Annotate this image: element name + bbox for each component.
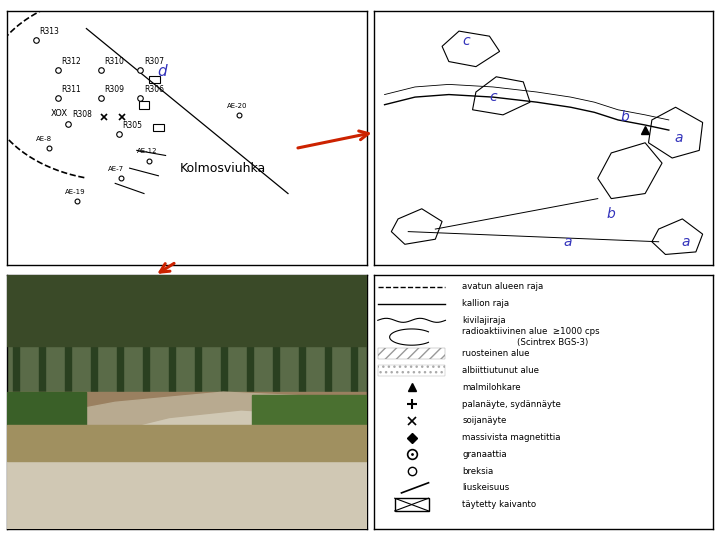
Text: palanäyte, sydännäyte: palanäyte, sydännäyte — [462, 400, 562, 409]
Text: soijanäyte: soijanäyte — [462, 416, 507, 426]
Text: R311: R311 — [61, 85, 81, 94]
Bar — [13, 291, 19, 397]
Text: a: a — [563, 235, 572, 249]
Text: R305: R305 — [122, 120, 143, 130]
Bar — [351, 291, 358, 397]
Text: XOX: XOX — [50, 109, 68, 118]
Bar — [378, 365, 446, 376]
Bar — [39, 291, 45, 397]
Text: R306: R306 — [144, 85, 164, 94]
Text: liuskeisuus: liuskeisuus — [462, 483, 510, 492]
Text: R307: R307 — [144, 57, 164, 66]
Text: R313: R313 — [40, 26, 60, 36]
Bar — [168, 291, 175, 397]
Polygon shape — [7, 392, 367, 448]
Text: täytetty kaivanto: täytetty kaivanto — [462, 500, 536, 509]
Bar — [7, 275, 367, 347]
Text: R309: R309 — [104, 85, 125, 94]
Text: radioaktiivinen alue  ≥1000 cps
                    (Scintrex BGS-3): radioaktiivinen alue ≥1000 cps (Scintrex… — [462, 327, 600, 347]
Text: breksia: breksia — [462, 467, 494, 476]
Text: granaattia: granaattia — [462, 450, 507, 459]
Text: b: b — [607, 207, 616, 221]
Text: kallion raja: kallion raja — [462, 299, 510, 308]
Text: kivilajiraja: kivilajiraja — [462, 316, 506, 325]
Bar — [7, 392, 86, 433]
Bar — [221, 291, 228, 397]
Bar — [378, 348, 446, 360]
Bar — [91, 291, 97, 397]
Bar — [325, 291, 331, 397]
Text: R312: R312 — [61, 57, 81, 66]
Text: malmilohkare: malmilohkare — [462, 383, 521, 392]
Text: b: b — [621, 110, 629, 124]
Bar — [150, 76, 160, 83]
Bar — [153, 124, 163, 131]
Bar — [247, 291, 253, 397]
Text: Kolmosviuhka: Kolmosviuhka — [180, 161, 266, 174]
Bar — [395, 498, 428, 511]
Text: AE-20: AE-20 — [227, 103, 247, 109]
Bar — [138, 101, 150, 109]
Text: R310: R310 — [104, 57, 125, 66]
Bar — [117, 291, 123, 397]
Text: c: c — [489, 90, 497, 104]
Bar — [273, 291, 279, 397]
Text: a: a — [681, 235, 690, 249]
Text: c: c — [462, 34, 469, 48]
Bar — [143, 291, 149, 397]
Text: d: d — [157, 64, 167, 79]
Bar — [7, 425, 367, 461]
Polygon shape — [7, 407, 367, 529]
Text: R308: R308 — [72, 110, 92, 119]
Bar — [252, 395, 367, 428]
Text: AE-8: AE-8 — [36, 136, 52, 141]
Text: AE-12: AE-12 — [137, 148, 157, 154]
Text: AE-7: AE-7 — [108, 166, 124, 172]
Text: albiittiutunut alue: albiittiutunut alue — [462, 366, 539, 375]
Bar — [195, 291, 202, 397]
Text: a: a — [675, 131, 683, 145]
Bar — [65, 291, 71, 397]
Bar — [7, 275, 367, 397]
Text: avatun alueen raja: avatun alueen raja — [462, 282, 544, 291]
Text: AE-19: AE-19 — [65, 189, 86, 195]
Bar — [299, 291, 305, 397]
Text: ruosteinen alue: ruosteinen alue — [462, 349, 530, 359]
Bar — [7, 392, 367, 458]
Text: massivista magnetittia: massivista magnetittia — [462, 433, 561, 442]
